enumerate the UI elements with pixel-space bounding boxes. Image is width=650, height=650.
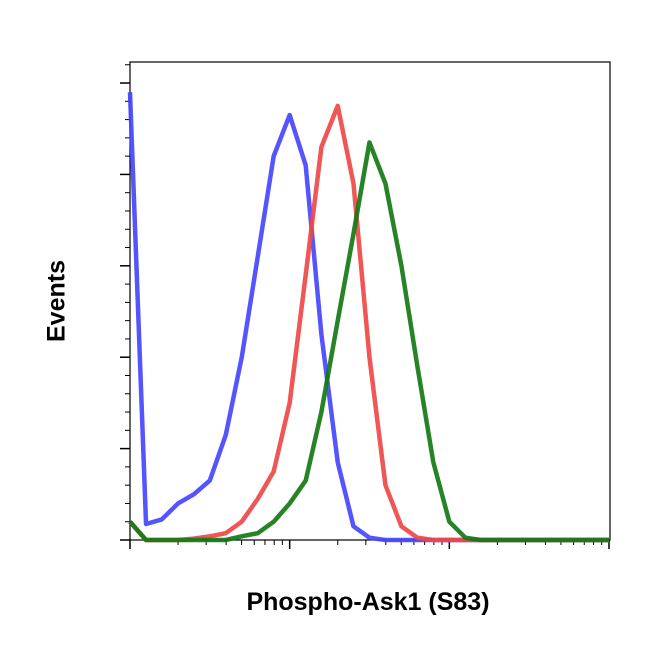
histogram-line — [128, 140, 609, 543]
y-axis-label: Events — [43, 260, 71, 342]
plot-frame — [129, 61, 611, 541]
x-axis-label: Phospho-Ask1 (S83) — [246, 588, 489, 616]
